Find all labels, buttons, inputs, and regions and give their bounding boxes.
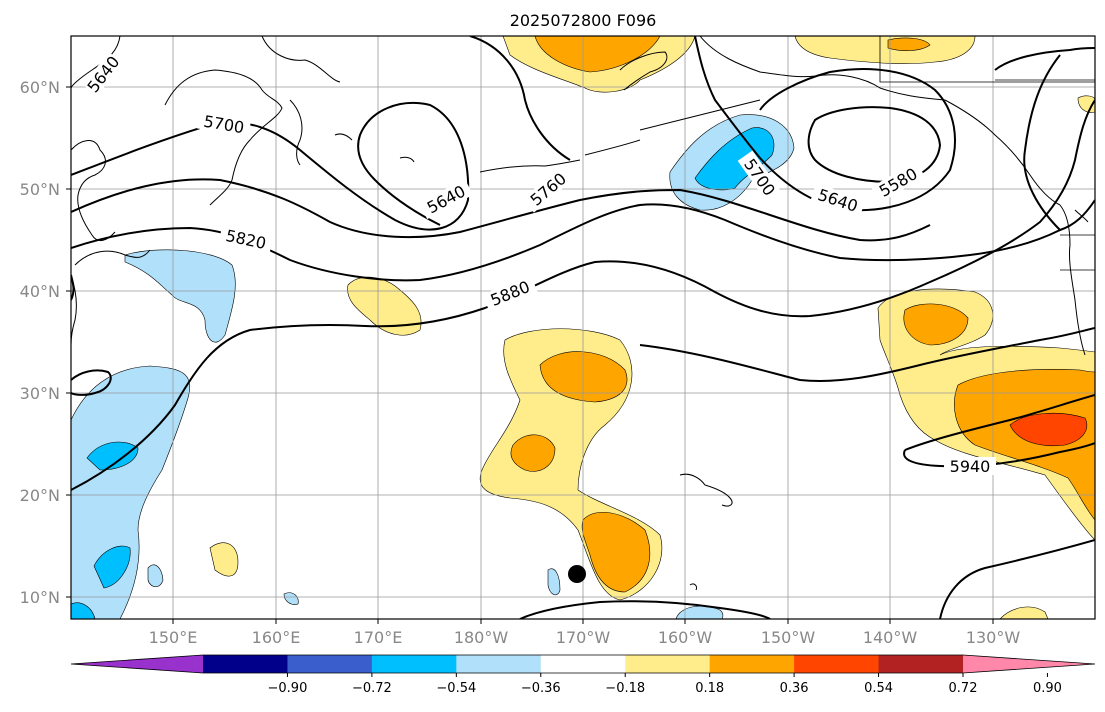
negative-anomaly-region [86, 441, 139, 471]
colorbar-segment [709, 655, 795, 673]
negative-anomaly-region [71, 602, 96, 619]
colorbar-segment [794, 655, 880, 673]
colorbar-tick-label: −0.36 [521, 681, 561, 696]
location-marker [568, 565, 586, 583]
lon-label: 130°W [966, 628, 1021, 647]
colorbar-segment [456, 655, 542, 673]
negative-anomaly-region [147, 564, 164, 588]
map-title: 2025072800 F096 [510, 11, 657, 30]
colorbar-tick-label: −0.18 [605, 681, 645, 696]
contour-label: 5940 [950, 457, 991, 476]
lat-label: 40°N [20, 282, 60, 301]
map-area: 5640 5700 5820 5640 5760 5880 5700 5640 … [71, 36, 1095, 619]
colorbar-extend-high [963, 655, 1095, 673]
negative-anomaly-region [93, 545, 131, 589]
colorbar-tick-label: 0.36 [780, 681, 809, 696]
colorbar: −0.90 −0.72 −0.54 −0.36 −0.18 0.18 0.36 0.54 0.7… [70, 654, 1096, 696]
lat-label: 30°N [20, 384, 60, 403]
positive-anomaly-region [581, 512, 651, 593]
map-gridlines [71, 36, 1095, 619]
positive-anomaly-region [1009, 412, 1088, 446]
positive-anomaly-region [954, 369, 1095, 521]
lon-label: 140°W [863, 628, 918, 647]
lon-label: 150°E [149, 628, 198, 647]
lon-label: 180°W [454, 628, 509, 647]
negative-anomaly-region [694, 127, 775, 191]
latitude-labels: 60°N 50°N 40°N 30°N 20°N 10°N [20, 78, 60, 607]
positive-anomaly-region [887, 37, 931, 51]
lon-label: 150°W [761, 628, 816, 647]
negative-anomaly-region [283, 592, 299, 605]
longitude-labels: 150°E 160°E 170°E 180°W 170°W 160°W 150°… [149, 628, 1021, 647]
colorbar-tick-label: 0.72 [949, 681, 978, 696]
colorbar-tick-label: 0.54 [864, 681, 893, 696]
negative-anomaly-region [547, 568, 561, 596]
contour-label-boxes [82, 51, 996, 475]
positive-anomaly-region [903, 303, 969, 346]
lat-label: 20°N [20, 486, 60, 505]
lat-label: 50°N [20, 180, 60, 199]
colorbar-segment [625, 655, 711, 673]
lat-label: 60°N [20, 78, 60, 97]
negative-anomaly-region [124, 249, 236, 343]
colorbar-tick-label: 0.18 [695, 681, 724, 696]
colorbar-extend-low [71, 655, 203, 673]
lon-label: 170°E [354, 628, 403, 647]
lon-label: 160°W [658, 628, 713, 647]
anomaly-shading [71, 36, 1095, 619]
negative-anomaly-region [71, 365, 190, 619]
colorbar-segment [371, 655, 457, 673]
colorbar-segment [540, 655, 626, 673]
positive-anomaly-region [510, 434, 556, 472]
colorbar-segment [203, 655, 288, 673]
colorbar-segment [878, 655, 964, 673]
colorbar-tick-label: 0.90 [1033, 681, 1062, 696]
axis-ticks [66, 86, 994, 624]
colorbar-tick-label: −0.90 [268, 681, 308, 696]
positive-anomaly-region [209, 542, 239, 577]
colorbar-outline [70, 654, 1096, 674]
lat-label: 10°N [20, 588, 60, 607]
positive-anomaly-region [794, 36, 976, 64]
positive-anomaly-region [999, 606, 1049, 619]
colorbar-tick-label: −0.72 [352, 681, 392, 696]
colorbar-segment [287, 655, 373, 673]
lon-label: 170°W [556, 628, 611, 647]
positive-anomaly-region [534, 36, 661, 73]
colorbar-tick-label: −0.54 [436, 681, 476, 696]
lon-label: 160°E [252, 628, 301, 647]
